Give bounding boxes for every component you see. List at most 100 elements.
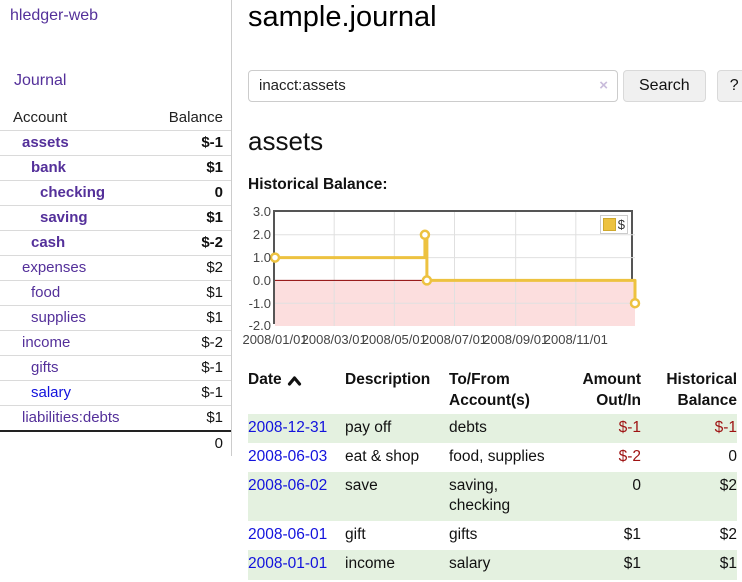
account-link-salary[interactable]: salary xyxy=(31,384,72,401)
page-title: sample.journal xyxy=(248,1,437,33)
description-column-header: Description xyxy=(345,371,431,389)
account-link-bank[interactable]: bank xyxy=(31,159,67,176)
search-form: × Search ? xyxy=(248,69,742,102)
account-balance: $1 xyxy=(206,309,223,326)
balance-column-header: Historical Balance xyxy=(666,371,737,409)
account-name-cell: expenses xyxy=(0,256,152,281)
account-name-cell: cash xyxy=(0,231,152,256)
chart-plot: $ xyxy=(269,210,641,327)
account-row: expenses $2 xyxy=(0,255,231,281)
x-axis-label: 2008/09/01 xyxy=(483,332,549,348)
transaction-row: 2008-06-03 eat & shop food, supplies $-2 0 xyxy=(248,443,737,472)
account-link-cash[interactable]: cash xyxy=(31,234,66,251)
x-axis-label: 2008/05/01 xyxy=(361,332,427,348)
account-balance-table: Account Balance assets $-1 bank $1 checking 0… xyxy=(0,106,231,456)
account-name-cell: saving xyxy=(0,206,152,231)
chart-canvas xyxy=(269,212,641,327)
transaction-row: 2008-01-01 income salary $1 $1 xyxy=(248,550,737,580)
transaction-description: pay off xyxy=(345,418,392,436)
account-link-saving[interactable]: saving xyxy=(40,209,88,226)
account-name-cell: checking xyxy=(0,181,152,206)
register-body: 2008-12-31 pay off debts $-1 $-1 2008-06-03 ea… xyxy=(248,413,737,580)
account-row: bank $1 xyxy=(0,155,231,181)
transaction-balance: $1 xyxy=(719,555,737,573)
transaction-row: 2008-06-01 gift gifts $1 $2 xyxy=(248,521,737,550)
sort-ascending-icon xyxy=(287,375,301,386)
account-balance: $1 xyxy=(206,209,223,226)
account-link-liabilities-debts[interactable]: liabilities:debts xyxy=(22,409,120,426)
transaction-row: 2008-12-31 pay off debts $-1 $-1 xyxy=(248,413,737,443)
transaction-date-link[interactable]: 2008-06-03 xyxy=(248,447,328,465)
transaction-date-cell: 2008-12-31 xyxy=(248,414,345,443)
total-balance: 0 xyxy=(151,430,231,456)
date-header-label: Date xyxy=(248,371,282,389)
transaction-balance: $2 xyxy=(719,477,737,495)
transaction-date-link[interactable]: 2008-06-01 xyxy=(248,526,328,544)
transaction-date-link[interactable]: 2008-06-02 xyxy=(248,477,328,495)
account-balance: $-2 xyxy=(201,334,223,351)
account-row: food $1 xyxy=(0,280,231,306)
date-column-header: Date xyxy=(248,368,345,413)
account-row: cash $-2 xyxy=(0,230,231,256)
x-axis-label: 2008/01/01 xyxy=(242,332,308,348)
account-column-header: Account xyxy=(13,109,68,126)
account-balance: $2 xyxy=(206,259,223,276)
transaction-date-link[interactable]: 2008-12-31 xyxy=(248,418,328,436)
transaction-date-cell: 2008-06-01 xyxy=(248,521,345,550)
y-axis-label: 2.0 xyxy=(252,227,271,243)
transaction-date-cell: 2008-01-01 xyxy=(248,550,345,579)
transaction-date-cell: 2008-06-03 xyxy=(248,443,345,472)
chart-legend: $ xyxy=(599,215,628,235)
account-link-expenses[interactable]: expenses xyxy=(22,259,87,276)
account-name-cell: assets xyxy=(0,131,152,156)
balance-chart: $ 3.0 2.0 1.0 0.0 -1.0 -2.0 2008/01/01 2008/03/… xyxy=(242,204,728,350)
account-balance: $-1 xyxy=(201,384,223,401)
help-button[interactable]: ? xyxy=(716,69,742,102)
account-name-cell: supplies xyxy=(0,306,152,331)
account-row: income $-2 xyxy=(0,330,231,356)
search-button[interactable]: Search xyxy=(623,69,706,102)
account-link-checking[interactable]: checking xyxy=(40,184,106,201)
y-axis-label: 3.0 xyxy=(252,204,271,220)
sidebar: hledger-web Journal Account Balance asse… xyxy=(0,0,232,456)
legend-series-label: $ xyxy=(617,217,625,233)
transaction-description: gift xyxy=(345,526,366,544)
transaction-amount: $-1 xyxy=(618,418,641,436)
account-balance: $1 xyxy=(206,159,223,176)
legend-swatch-icon xyxy=(602,218,616,232)
x-axis-label: 2008/03/01 xyxy=(301,332,367,348)
account-link-income[interactable]: income xyxy=(22,334,71,351)
account-link-food[interactable]: food xyxy=(31,284,61,301)
account-row: gifts $-1 xyxy=(0,355,231,381)
account-link-supplies[interactable]: supplies xyxy=(31,309,87,326)
sidebar-item-journal[interactable]: Journal xyxy=(14,72,67,89)
clear-search-icon[interactable]: × xyxy=(599,76,608,94)
account-balance: $-1 xyxy=(201,134,223,151)
account-name-cell: salary xyxy=(0,381,152,406)
transaction-balance: 0 xyxy=(728,447,737,465)
y-axis-label: 1.0 xyxy=(252,250,271,266)
transaction-date-link[interactable]: 2008-01-01 xyxy=(248,555,328,573)
account-link-assets[interactable]: assets xyxy=(22,134,69,151)
spacer xyxy=(0,430,152,456)
transaction-accounts: food, supplies xyxy=(449,447,545,465)
transaction-description: income xyxy=(345,555,395,573)
account-balance: $1 xyxy=(206,409,223,426)
sort-by-date-link[interactable]: Date xyxy=(248,370,302,390)
account-link-gifts[interactable]: gifts xyxy=(31,359,59,376)
search-input-wrapper: × xyxy=(248,69,618,102)
account-table-header-row: Account Balance xyxy=(0,106,231,131)
transaction-accounts: saving, checking xyxy=(449,477,511,515)
account-name-cell: bank xyxy=(0,156,152,181)
search-input[interactable] xyxy=(248,69,618,102)
y-axis-label: 0.0 xyxy=(252,272,271,288)
balance-column-header: Balance xyxy=(168,109,223,126)
account-balance: $-2 xyxy=(201,234,223,251)
brand-link[interactable]: hledger-web xyxy=(10,7,99,24)
account-heading: assets xyxy=(248,125,324,156)
account-tree-body: assets $-1 bank $1 checking 0 saving $1 cash $-2 e… xyxy=(0,130,231,432)
x-axis-label: 2008/11/01 xyxy=(543,332,608,348)
transaction-amount: $1 xyxy=(623,555,641,573)
register-table: Date Description To/From Account(s) Amou… xyxy=(248,368,737,580)
